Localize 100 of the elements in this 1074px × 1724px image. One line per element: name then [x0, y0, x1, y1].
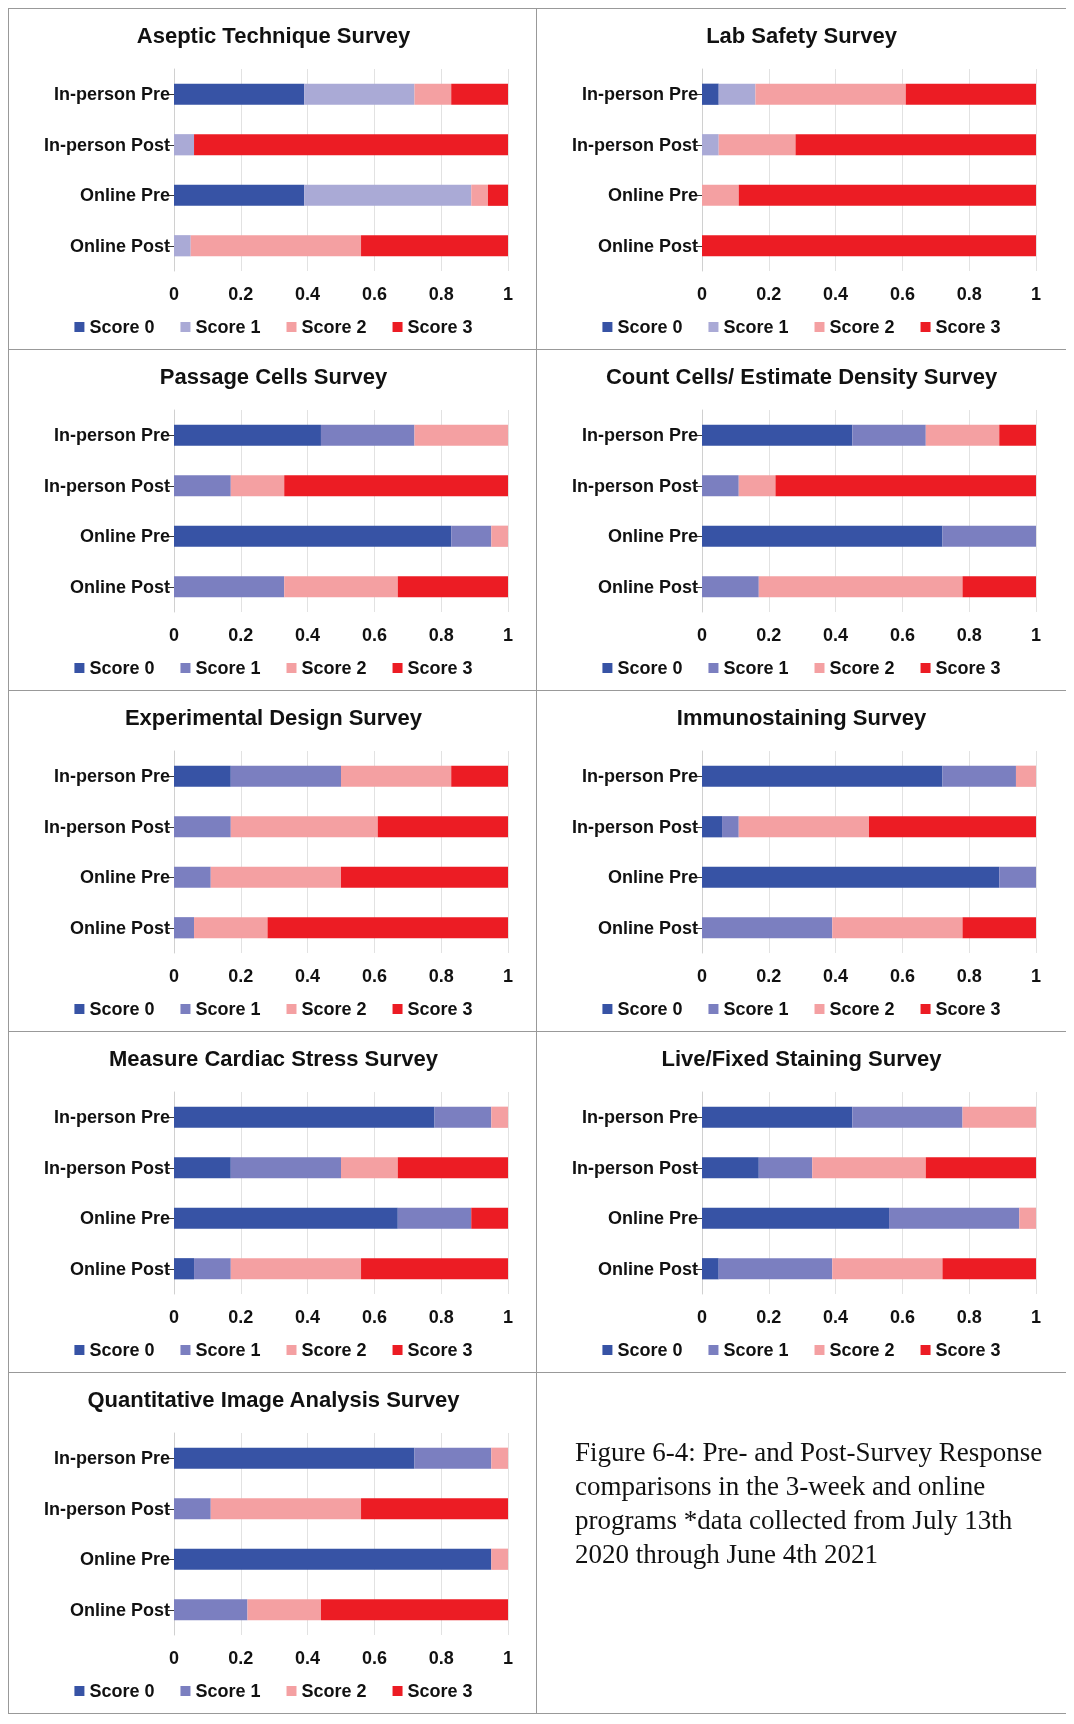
x-tick-label: 0.8: [428, 966, 454, 986]
legend-label: Score 0: [89, 1681, 155, 1701]
bar: [869, 816, 1036, 838]
y-tick-label: Online Pre: [607, 1208, 698, 1229]
x-tick-label: 1: [1030, 284, 1042, 304]
x-tick-label: 0: [168, 1648, 180, 1668]
y-tick-label: Online Post: [69, 1599, 170, 1620]
y-tick-label: In-person Pre: [581, 84, 698, 105]
bar: [491, 1447, 508, 1469]
legend-label: Score 1: [195, 1340, 261, 1360]
bar: [341, 866, 508, 888]
legend-label: Score 1: [723, 317, 789, 337]
y-tick-label: Online Pre: [607, 185, 698, 206]
chart-title: Quantitative Image Analysis Survey: [87, 1386, 461, 1412]
bar: [722, 816, 739, 838]
bar: [397, 576, 508, 598]
legend-label: Score 3: [407, 317, 473, 337]
y-tick-label: In-person Pre: [581, 766, 698, 787]
legend-label: Score 0: [89, 317, 155, 337]
y-tick-label: In-person Pre: [53, 1107, 170, 1128]
bar: [247, 1599, 321, 1621]
bar: [471, 184, 488, 206]
y-tick-label: Online Pre: [607, 867, 698, 888]
x-tick-label: 0.6: [361, 1307, 387, 1327]
bar: [702, 765, 943, 787]
chart-title: Lab Safety Survey: [706, 22, 898, 48]
legend-label: Score 3: [407, 1681, 473, 1701]
y-tick-label: Online Post: [69, 235, 170, 256]
legend-label: Score 3: [935, 999, 1001, 1019]
bar: [304, 184, 472, 206]
bar: [174, 475, 231, 497]
legend-label: Score 1: [723, 658, 789, 678]
chart-title: Experimental Design Survey: [124, 704, 423, 730]
legend-label: Score 3: [407, 1340, 473, 1360]
bar: [267, 917, 508, 939]
bar: [304, 83, 415, 105]
bar: [925, 424, 1000, 446]
legend-label: Score 3: [935, 1340, 1001, 1360]
bar: [451, 83, 508, 105]
y-tick-label: In-person Post: [43, 816, 170, 837]
x-tick-label: 0.2: [228, 1648, 254, 1668]
y-tick-label: In-person Post: [571, 1157, 698, 1178]
x-tick-label: 0.2: [756, 625, 782, 645]
bar: [738, 475, 776, 497]
chart-title: Measure Cardiac Stress Survey: [109, 1045, 439, 1071]
bar: [702, 576, 759, 598]
y-tick-label: Online Pre: [607, 526, 698, 547]
legend-label: Score 2: [301, 1340, 367, 1360]
x-tick-label: 1: [1030, 625, 1042, 645]
bar: [341, 765, 452, 787]
chart-title: Live/Fixed Staining Survey: [661, 1045, 943, 1071]
x-tick-label: 1: [1030, 1307, 1042, 1327]
x-tick-label: 0.8: [956, 625, 982, 645]
bar: [210, 866, 341, 888]
bar: [284, 475, 508, 497]
bar: [491, 525, 508, 547]
bar: [702, 235, 1036, 257]
bar: [361, 235, 508, 257]
bar: [718, 83, 756, 105]
legend-label: Score 0: [617, 999, 683, 1019]
x-tick-label: 0.8: [428, 625, 454, 645]
bar: [210, 1498, 362, 1520]
bar: [702, 1258, 719, 1280]
bar: [174, 134, 195, 156]
bar: [174, 424, 321, 446]
x-tick-label: 0.4: [823, 284, 849, 304]
y-tick-label: Online Post: [597, 576, 698, 597]
bar: [414, 1447, 492, 1469]
y-tick-label: In-person Post: [43, 134, 170, 155]
bar: [174, 1599, 248, 1621]
y-tick-label: In-person Post: [571, 816, 698, 837]
bar: [702, 525, 943, 547]
x-tick-label: 0.6: [889, 1307, 915, 1327]
x-tick-label: 0.4: [823, 1307, 849, 1327]
y-tick-label: Online Post: [597, 917, 698, 938]
bar: [718, 1258, 833, 1280]
y-tick-label: In-person Post: [571, 134, 698, 155]
bar: [702, 1207, 890, 1229]
x-tick-label: 0.4: [295, 966, 321, 986]
y-tick-label: In-person Pre: [53, 766, 170, 787]
x-tick-label: 0.4: [295, 1307, 321, 1327]
legend-label: Score 3: [935, 317, 1001, 337]
legend-label: Score 1: [723, 1340, 789, 1360]
bar: [434, 1106, 492, 1128]
bar: [174, 1447, 415, 1469]
bar: [194, 1258, 231, 1280]
x-tick-label: 0.2: [228, 966, 254, 986]
x-tick-label: 1: [502, 1648, 514, 1668]
bar: [962, 1106, 1036, 1128]
bar: [361, 1498, 508, 1520]
x-tick-label: 1: [502, 1307, 514, 1327]
bar: [230, 475, 285, 497]
bar: [361, 1258, 508, 1280]
bar: [775, 475, 1036, 497]
bar: [702, 424, 853, 446]
chart-title: Passage Cells Survey: [159, 363, 388, 389]
x-tick-label: 0.4: [295, 284, 321, 304]
x-tick-label: 0: [168, 625, 180, 645]
bar: [702, 475, 739, 497]
legend-label: Score 2: [301, 1681, 367, 1701]
